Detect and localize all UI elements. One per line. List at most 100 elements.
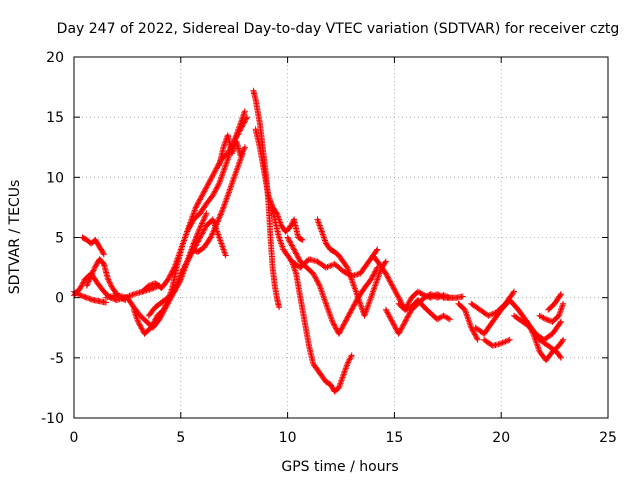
data-point xyxy=(368,275,375,282)
data-point xyxy=(91,264,98,271)
data-point xyxy=(402,318,409,325)
data-point xyxy=(207,234,214,241)
data-point xyxy=(89,268,96,275)
chart-title: Day 247 of 2022, Sidereal Day-to-day VTE… xyxy=(57,21,620,37)
y-tick-label: 15 xyxy=(46,110,64,126)
data-point xyxy=(348,352,355,359)
data-points xyxy=(71,87,567,395)
data-point xyxy=(212,187,219,193)
data-point xyxy=(525,321,532,328)
data-point xyxy=(241,145,248,152)
x-tick-label: 5 xyxy=(176,430,185,446)
data-point xyxy=(88,273,95,279)
data-point xyxy=(284,234,291,241)
data-point xyxy=(388,281,395,288)
data-point xyxy=(503,338,510,344)
data-point xyxy=(215,181,222,188)
series-arc10 xyxy=(216,132,248,169)
data-point xyxy=(558,354,564,361)
series-arc9 xyxy=(188,150,246,255)
data-point xyxy=(529,329,536,336)
data-point xyxy=(294,253,301,260)
data-point xyxy=(200,216,207,223)
data-point xyxy=(313,277,320,284)
data-point xyxy=(288,241,295,248)
data-point xyxy=(195,237,202,244)
data-point xyxy=(344,314,351,321)
data-point xyxy=(100,250,107,257)
data-point xyxy=(348,353,354,360)
data-point xyxy=(149,322,156,329)
data-point xyxy=(560,336,567,343)
data-point xyxy=(85,278,92,285)
data-point xyxy=(391,322,398,329)
data-point xyxy=(203,210,210,217)
data-point xyxy=(349,305,356,312)
data-point xyxy=(404,314,411,321)
data-point xyxy=(528,326,535,333)
data-point xyxy=(539,314,546,321)
data-point xyxy=(214,218,221,225)
data-point xyxy=(385,312,392,318)
data-point xyxy=(374,246,381,253)
data-point xyxy=(391,286,398,293)
data-point xyxy=(390,284,396,290)
series-arc23 xyxy=(481,336,513,349)
data-point xyxy=(329,318,336,325)
data-point xyxy=(167,272,174,279)
data-point xyxy=(347,355,354,362)
data-point xyxy=(337,328,344,335)
plot-frame xyxy=(73,56,609,419)
data-point xyxy=(434,316,441,323)
data-point xyxy=(526,322,532,329)
data-point xyxy=(343,263,350,270)
data-point xyxy=(382,270,389,277)
data-point xyxy=(187,221,194,228)
data-point xyxy=(176,279,183,286)
data-point xyxy=(78,283,85,290)
data-point xyxy=(388,317,395,324)
data-point xyxy=(199,192,206,199)
data-point xyxy=(237,152,244,159)
data-point xyxy=(425,292,432,299)
data-point xyxy=(199,230,206,237)
data-point xyxy=(291,247,298,254)
data-point xyxy=(342,318,349,325)
data-point xyxy=(172,286,179,292)
data-point xyxy=(526,324,533,331)
data-point xyxy=(85,279,91,286)
data-point xyxy=(293,251,300,258)
data-point xyxy=(473,334,480,341)
data-point xyxy=(194,239,201,246)
data-point xyxy=(390,285,397,292)
axis-ticks: 0 5 10 15 20 25 -10 -5 0 5 10 15 20 xyxy=(41,50,617,446)
data-point xyxy=(286,237,292,244)
series-arc17 xyxy=(370,252,453,313)
data-point xyxy=(315,281,322,288)
data-point xyxy=(213,221,220,228)
x-tick-label: 20 xyxy=(492,430,510,446)
data-point xyxy=(397,328,404,335)
series-arc7 xyxy=(139,108,248,295)
data-point xyxy=(527,325,534,332)
data-point xyxy=(331,322,338,329)
data-point xyxy=(77,285,84,291)
data-point xyxy=(385,274,391,281)
data-point xyxy=(208,175,215,181)
data-point xyxy=(199,191,206,197)
data-point xyxy=(217,212,223,219)
series-arc26 xyxy=(536,300,567,325)
data-point xyxy=(295,254,302,261)
data-point xyxy=(187,223,194,230)
data-point xyxy=(160,306,167,313)
data-point xyxy=(558,291,564,298)
data-point xyxy=(201,188,208,195)
data-point xyxy=(390,321,397,328)
data-point xyxy=(392,325,399,332)
data-point xyxy=(137,322,144,329)
data-point xyxy=(392,288,399,294)
data-point xyxy=(212,222,219,229)
data-point xyxy=(385,275,392,282)
data-point xyxy=(445,315,452,322)
data-point xyxy=(296,255,302,262)
